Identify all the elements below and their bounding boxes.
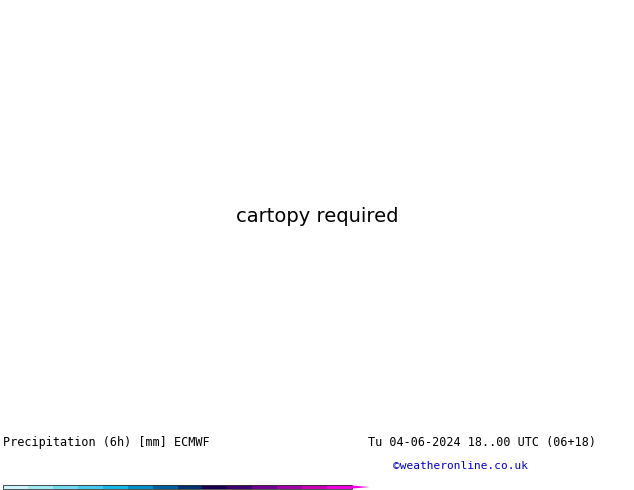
Bar xyxy=(252,486,277,489)
Bar xyxy=(202,486,228,489)
Bar xyxy=(178,486,202,489)
Bar xyxy=(3,486,28,489)
Text: ©weatheronline.co.uk: ©weatheronline.co.uk xyxy=(393,461,528,471)
Bar xyxy=(327,486,352,489)
Polygon shape xyxy=(352,486,370,489)
Bar xyxy=(28,486,53,489)
Bar xyxy=(153,486,178,489)
Text: Precipitation (6h) [mm] ECMWF: Precipitation (6h) [mm] ECMWF xyxy=(3,437,210,449)
Bar xyxy=(127,486,153,489)
Bar xyxy=(78,486,103,489)
Text: cartopy required: cartopy required xyxy=(236,207,398,226)
Bar xyxy=(103,486,127,489)
Text: Tu 04-06-2024 18..00 UTC (06+18): Tu 04-06-2024 18..00 UTC (06+18) xyxy=(368,437,596,449)
Bar xyxy=(3,486,352,489)
Bar xyxy=(277,486,302,489)
Bar xyxy=(302,486,327,489)
Bar xyxy=(53,486,78,489)
Bar xyxy=(228,486,252,489)
